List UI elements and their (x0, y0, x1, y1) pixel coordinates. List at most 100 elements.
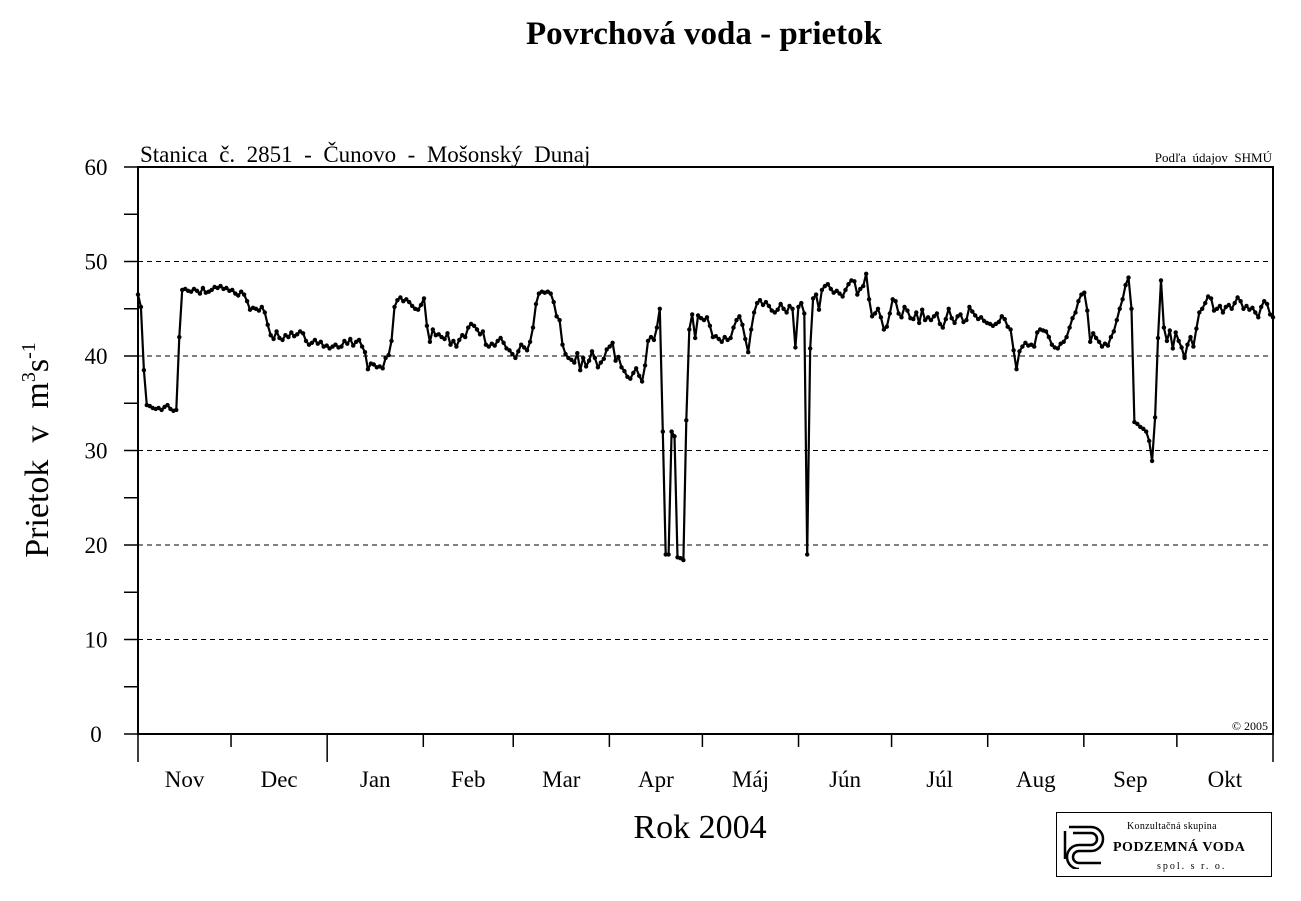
data-point (922, 317, 928, 323)
data-point (840, 294, 845, 299)
data-point (893, 299, 898, 304)
data-point (1185, 342, 1190, 347)
data-point (631, 370, 636, 376)
data-point (681, 557, 686, 563)
data-point (634, 366, 639, 371)
data-point (781, 306, 786, 311)
data-point (704, 315, 710, 320)
data-point (796, 304, 801, 310)
data-point (1126, 275, 1131, 280)
data-point (430, 327, 435, 332)
y-axis-label-sup1: 3 (18, 372, 40, 382)
data-point (1067, 325, 1072, 330)
data-point (1014, 367, 1019, 372)
data-point (295, 332, 300, 337)
data-point (224, 285, 229, 291)
data-point (749, 327, 754, 332)
data-point (1005, 324, 1010, 329)
data-point (174, 407, 179, 413)
data-point (138, 304, 144, 310)
data-point (236, 293, 241, 298)
data-point (578, 368, 583, 373)
data-point (300, 331, 306, 336)
data-point (389, 338, 394, 344)
data-point (952, 320, 957, 326)
data-point (1135, 421, 1140, 427)
data-point (701, 317, 707, 323)
data-point (784, 310, 789, 315)
data-point (1011, 348, 1016, 353)
data-point (1167, 328, 1173, 333)
data-point (1096, 339, 1102, 344)
x-tick-label: Jan (360, 767, 391, 792)
chart-title: Povrchová voda - prietok (526, 16, 883, 52)
data-point (527, 339, 533, 344)
data-point (654, 325, 660, 330)
data-point (902, 304, 907, 310)
data-point (445, 331, 450, 336)
data-point (303, 338, 309, 344)
data-point (1017, 349, 1022, 354)
data-point (928, 317, 934, 323)
data-point (731, 325, 736, 330)
data-point (751, 310, 757, 315)
data-point (471, 323, 477, 328)
data-point (1188, 334, 1193, 340)
data-point (645, 338, 651, 344)
data-point (551, 299, 556, 305)
gridlines (138, 261, 1273, 640)
y-tick-label: 10 (85, 628, 108, 653)
data-point (274, 329, 279, 334)
data-point (1035, 330, 1040, 335)
data-point (268, 333, 273, 338)
data-point (660, 429, 665, 434)
data-point (754, 300, 760, 306)
data-point (799, 300, 804, 306)
x-tick-label: Dec (261, 767, 298, 792)
data-point (1147, 438, 1152, 444)
copyright-note: © 2005 (1232, 719, 1268, 733)
data-point (666, 552, 671, 557)
data-point (362, 350, 368, 355)
data-point (949, 316, 954, 321)
data-point (421, 296, 427, 301)
data-point (855, 292, 860, 297)
logo-line2: PODZEMNÁ VODA (1113, 840, 1246, 855)
data-point (787, 303, 792, 309)
data-point (707, 323, 713, 328)
x-tick-label: Nov (165, 767, 205, 792)
data-point (271, 336, 276, 342)
data-point (1267, 312, 1273, 317)
data-point (1208, 296, 1214, 301)
data-point (775, 307, 780, 312)
data-point (581, 355, 586, 361)
data-point (1114, 317, 1120, 323)
data-point (519, 342, 524, 347)
data-point (1023, 340, 1028, 345)
data-point (1158, 278, 1164, 283)
data-point (477, 332, 483, 337)
x-tick-label: Jún (829, 767, 861, 792)
data-point (265, 322, 270, 327)
data-point (793, 345, 798, 350)
data-point (592, 355, 598, 361)
data-point (457, 337, 462, 343)
x-axis-label: Rok 2004 (633, 809, 766, 846)
x-tick-label: Apr (638, 767, 674, 792)
data-point (651, 337, 657, 343)
x-tick-label: Máj (732, 767, 769, 792)
data-point (1046, 334, 1052, 340)
x-tick-label: Mar (542, 767, 581, 792)
data-point (1105, 343, 1111, 348)
y-axis-label-main: Prietok v m (19, 382, 56, 558)
data-point (259, 304, 264, 310)
data-point (241, 292, 247, 297)
data-point (513, 355, 518, 361)
data-point (740, 322, 745, 327)
data-point (1235, 295, 1240, 300)
data-point (333, 342, 338, 347)
data-point (1152, 415, 1158, 420)
data-point (1002, 316, 1007, 322)
data-point (996, 319, 1001, 325)
data-point (920, 307, 925, 312)
